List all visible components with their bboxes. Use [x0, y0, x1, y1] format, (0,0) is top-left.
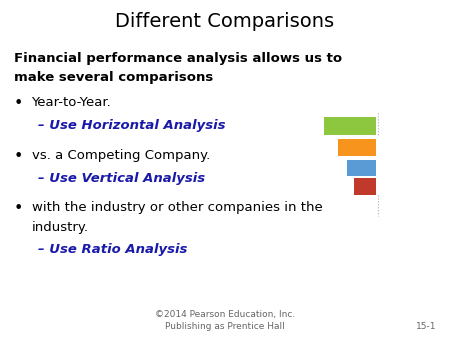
- Text: •: •: [14, 96, 23, 111]
- Bar: [324, 117, 376, 135]
- Text: •: •: [14, 201, 23, 216]
- Text: industry.: industry.: [32, 221, 89, 234]
- Text: – Use Horizontal Analysis: – Use Horizontal Analysis: [38, 119, 226, 132]
- Text: – Use Ratio Analysis: – Use Ratio Analysis: [38, 243, 188, 256]
- Text: 15-1: 15-1: [416, 321, 436, 331]
- Text: vs. a Competing Company.: vs. a Competing Company.: [32, 149, 210, 162]
- Bar: [346, 160, 376, 176]
- Bar: [354, 178, 376, 195]
- Bar: [338, 139, 376, 156]
- Text: make several comparisons: make several comparisons: [14, 71, 213, 84]
- Text: Year-to-Year.: Year-to-Year.: [32, 96, 111, 109]
- Text: – Use Vertical Analysis: – Use Vertical Analysis: [38, 172, 205, 185]
- Text: Financial performance analysis allows us to: Financial performance analysis allows us…: [14, 52, 342, 65]
- Text: Different Comparisons: Different Comparisons: [116, 12, 334, 31]
- Text: •: •: [14, 149, 23, 164]
- Text: with the industry or other companies in the: with the industry or other companies in …: [32, 201, 322, 214]
- Text: ©2014 Pearson Education, Inc.
Publishing as Prentice Hall: ©2014 Pearson Education, Inc. Publishing…: [155, 310, 295, 331]
